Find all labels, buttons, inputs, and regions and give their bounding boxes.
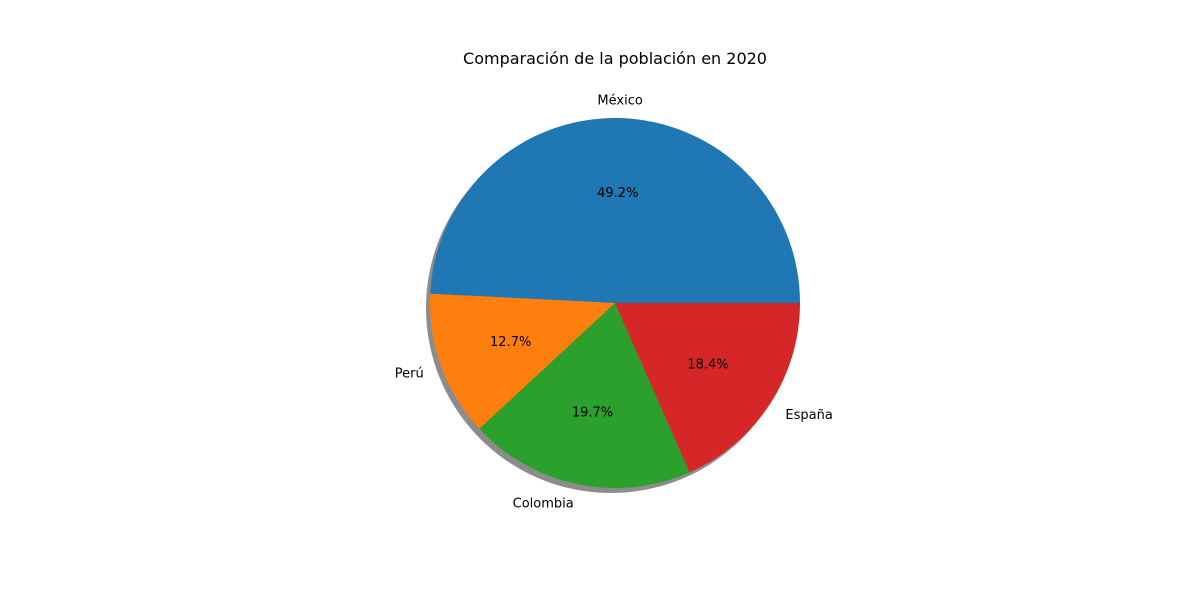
pie-slice-espana	[615, 303, 800, 473]
pct-label-espana: 18.4%	[687, 358, 728, 373]
pct-label-mexico: 49.2%	[597, 186, 638, 201]
pie-labels: México 49.2% Perú 12.7% Colombia 19.7% España 1…	[395, 94, 833, 512]
chart-title: Comparación de la población en 2020	[463, 49, 767, 68]
pie-slice-mexico	[430, 117, 800, 303]
slice-label-colombia: Colombia	[513, 496, 574, 511]
pie-slice-colombia	[479, 303, 690, 489]
pct-label-peru: 12.7%	[490, 335, 531, 350]
pie-slices	[430, 117, 800, 489]
slice-label-peru: Perú	[395, 367, 424, 382]
pct-label-colombia: 19.7%	[572, 406, 613, 421]
slice-label-mexico: México	[597, 94, 642, 109]
pie-slice-peru	[430, 293, 615, 429]
slice-label-espana: España	[785, 408, 832, 423]
